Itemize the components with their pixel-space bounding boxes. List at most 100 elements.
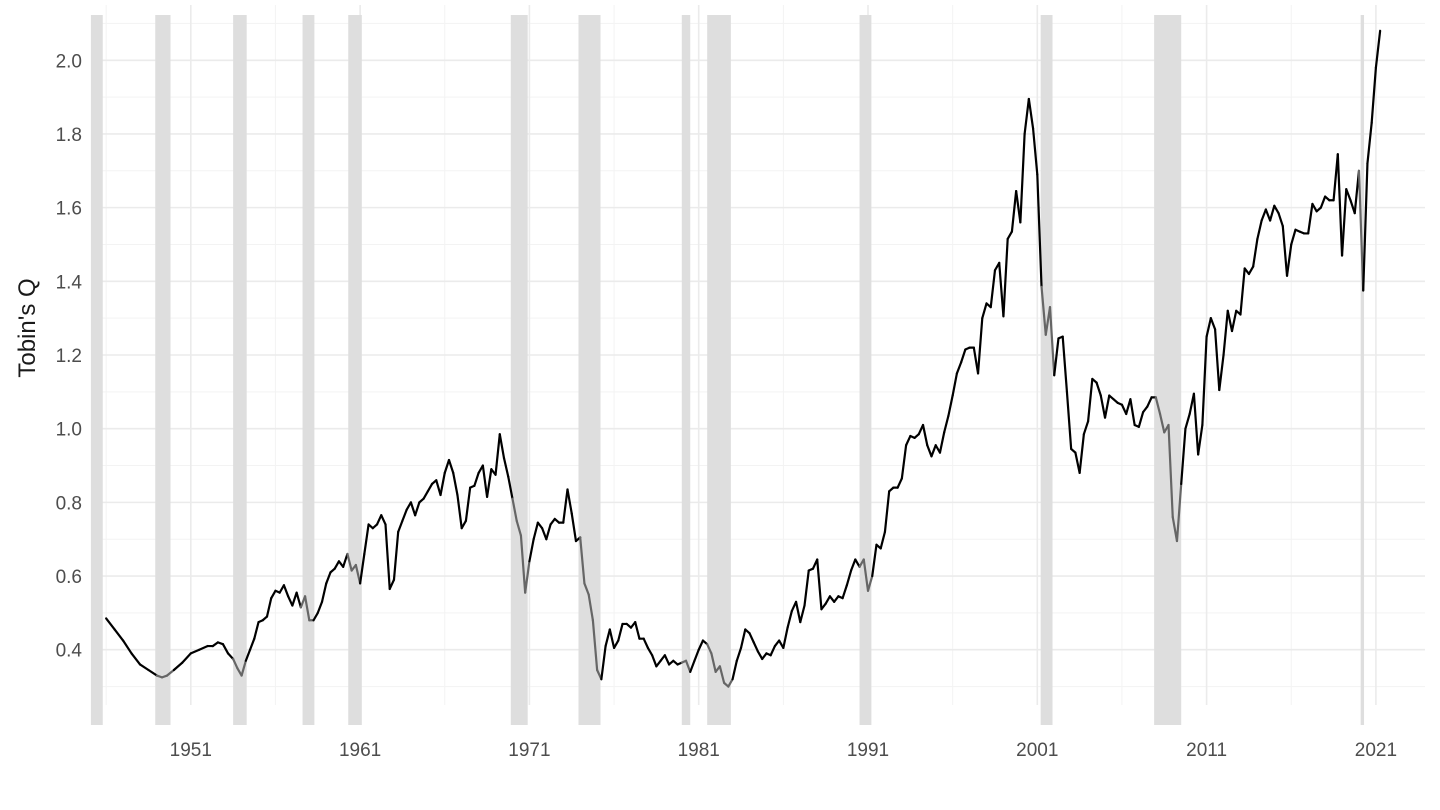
series-line-segment [545,523,552,541]
series-line-segment [1146,396,1153,408]
series-line-segment [1319,195,1327,209]
series-line-segment [384,523,391,591]
series-line-segment [312,611,319,622]
series-line-segment [1027,97,1035,130]
series-line-segment [248,637,256,651]
series-line-segment [481,464,489,498]
series-line-segment [1006,230,1014,241]
y-tick-label: 0.6 [56,567,82,588]
series-line-segment [392,530,400,581]
x-tick-label: 1991 [847,740,889,761]
x-tick-label: 1951 [170,740,212,761]
x-tick-label: 1981 [678,740,720,761]
series-line-segment [346,552,353,572]
series-line-segment [524,560,531,594]
y-tick-label: 1.6 [56,199,82,220]
series-line-segment [456,493,463,530]
recession-band [1040,15,1053,725]
series-line-segment [1099,394,1107,419]
series-line-segment [363,523,370,556]
series-line-segment [1366,121,1373,165]
series-line-segment [1213,328,1221,392]
series-line-segment [1362,162,1369,292]
series-line-segment [583,582,590,596]
series-line-segment [1002,237,1009,318]
x-tick-label: 2021 [1355,740,1397,761]
recession-band [233,15,247,725]
series-line-segment [579,536,586,585]
y-tick-label: 0.8 [56,493,82,514]
series-line-segment [591,619,599,672]
series-line-segment [748,632,755,644]
series-line-segment [1336,153,1344,257]
series-line-segment [1154,396,1162,416]
series-line-segment [287,595,294,607]
series-line-segment [862,558,870,592]
series-line-segment [1031,127,1039,176]
series-line-segment [731,659,738,681]
series-line-segment [689,659,696,673]
series-line-segment [976,317,984,375]
series-line-segment [1307,202,1314,235]
series-line-segment [1264,208,1272,222]
series-line-segment [138,663,150,672]
series-line-segment [1197,423,1204,456]
series-line-segment [303,595,311,622]
series-line-segment [270,589,277,600]
series-line-segment [1023,97,1030,136]
series-line-segment [265,597,273,618]
series-line-segment [642,637,650,649]
series-line-segment [1053,337,1060,377]
series-line-segment [439,471,446,497]
y-tick-label: 0.4 [56,641,83,662]
series-line-segment [989,269,997,309]
series-line-segment [706,643,713,655]
series-line-segment [172,661,184,672]
y-tick-label: 2.0 [56,51,82,72]
y-tick-label: 1.8 [56,125,82,146]
series-line-segment [1095,381,1102,397]
series-line-segment [380,514,387,526]
series-line-segment [342,552,349,568]
series-line-segment [612,639,620,649]
series-line-segment [794,600,802,624]
series-layer [105,29,1382,688]
series-line-segment [693,648,700,662]
series-line-segment [1311,202,1318,213]
series-line-segment [409,501,417,517]
series-line-segment [532,521,539,541]
series-line-segment [1201,335,1208,427]
y-tick-label: 1.2 [56,346,82,367]
series-line-segment [799,604,806,624]
series-line-segment [1222,309,1229,357]
series-line-segment [1103,394,1111,419]
series-line-segment [282,584,290,598]
series-line-segment [998,261,1005,318]
series-line-segment [828,595,836,603]
series-line-segment [528,538,535,563]
x-tick-label: 1971 [508,740,550,761]
series-line-segment [325,571,332,585]
series-line-segment [871,543,878,578]
series-line-segment [422,490,429,500]
series-line-segment [426,482,434,493]
series-line-segment [452,471,459,497]
series-line-segment [1340,188,1348,257]
series-line-segment [1086,377,1094,423]
series-line-segment [617,622,624,642]
series-line-segment [786,609,793,629]
recession-band [859,15,872,725]
recession-band [510,15,528,725]
series-line-segment [761,652,768,661]
series-line-segment [718,665,726,684]
series-line-segment [464,486,472,522]
series-line-segment [951,372,958,397]
series-line-segment [181,652,192,664]
series-line-segment [1048,306,1056,377]
series-line-segment [1230,309,1238,333]
series-line-segment [1120,403,1128,416]
series-line-segment [921,423,929,447]
recession-shading [90,15,1365,725]
